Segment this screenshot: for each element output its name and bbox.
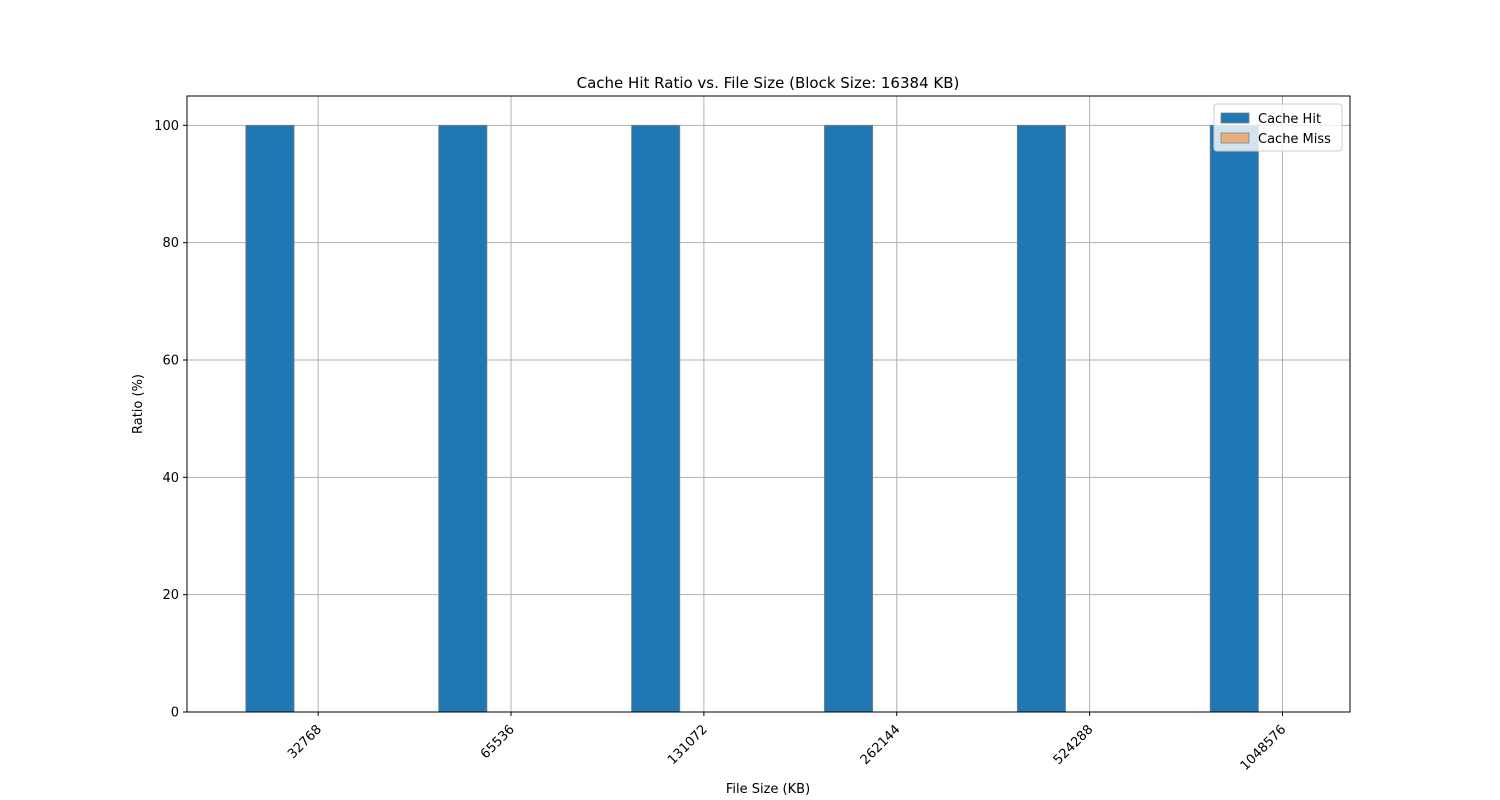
chart-title: Cache Hit Ratio vs. File Size (Block Siz…: [577, 74, 960, 92]
x-tick-label: 262144: [858, 722, 904, 768]
y-tick-label: 40: [162, 471, 179, 486]
x-tick-label: 65536: [478, 722, 518, 762]
legend-swatch: [1220, 112, 1250, 124]
x-axis-label: File Size (KB): [726, 782, 810, 797]
bar-cache-hit: [438, 124, 488, 713]
y-tick-label: 100: [154, 119, 179, 134]
legend: Cache Hit Cache Miss: [1213, 103, 1343, 152]
y-axis-ticks: 0 20 40 60 80 100: [154, 119, 187, 721]
plot-frame: [186, 95, 1351, 713]
y-tick-label: 0: [171, 706, 179, 721]
grid-lines: [187, 96, 1350, 713]
bars: [245, 124, 1259, 713]
legend-swatch: [1220, 132, 1250, 144]
bar-cache-hit: [1209, 124, 1259, 713]
x-tick-label: 32768: [285, 722, 325, 762]
legend-label: Cache Miss: [1258, 132, 1331, 147]
bar-cache-hit: [1016, 124, 1066, 713]
x-axis-ticks: 32768 65536 131072 262144 524288 1048576: [285, 712, 1289, 774]
bar-cache-hit: [631, 124, 681, 713]
bar-cache-hit: [824, 124, 874, 713]
y-tick-label: 60: [162, 354, 179, 369]
legend-label: Cache Hit: [1258, 112, 1321, 127]
x-tick-label: 524288: [1051, 722, 1097, 768]
y-tick-label: 80: [162, 236, 179, 251]
y-tick-label: 20: [162, 588, 179, 603]
x-tick-label: 131072: [665, 722, 711, 768]
x-tick-label: 1048576: [1238, 722, 1290, 774]
bar-cache-hit: [245, 124, 295, 713]
y-axis-label: Ratio (%): [131, 374, 146, 434]
